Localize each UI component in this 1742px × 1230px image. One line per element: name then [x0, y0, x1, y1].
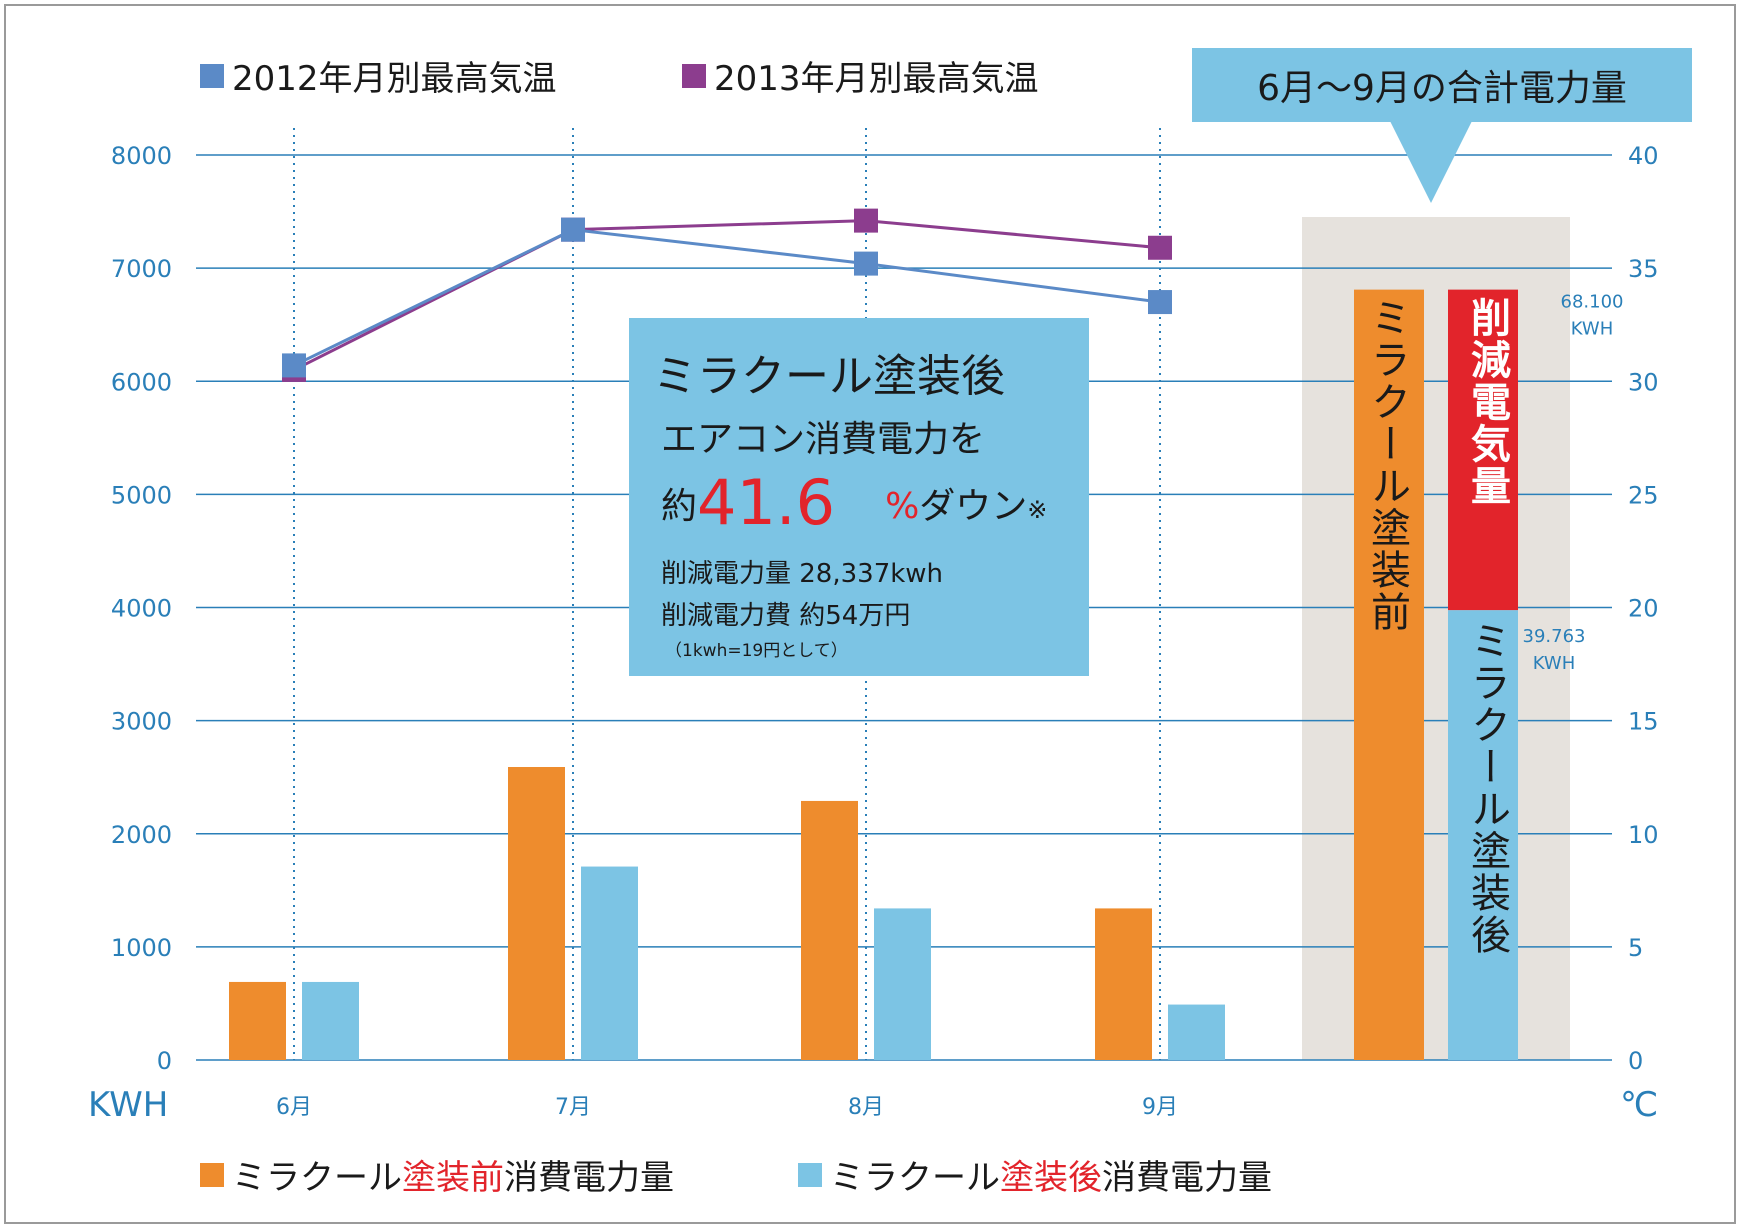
legend-swatch	[200, 64, 224, 88]
y2-tick-label: 0	[1628, 1047, 1643, 1075]
legend-label: ミラクール塗装後消費電力量	[830, 1158, 1272, 1198]
temperature-point	[854, 208, 878, 233]
callout-line6: （1kwh=19円として）	[665, 641, 848, 661]
callout-line1: ミラクール塗装後	[653, 351, 1005, 402]
callout-line5: 削減電力費 約54万円	[661, 601, 911, 631]
y2-tick-label: 25	[1628, 481, 1659, 509]
callout-line3: 約41.6 %ダウン※	[661, 466, 1047, 539]
temperature-point	[1148, 290, 1172, 315]
bar	[229, 981, 286, 1060]
bar	[581, 866, 638, 1060]
bar	[302, 981, 359, 1060]
total-bar-before	[1354, 289, 1424, 1060]
total-after-unit: KWH	[1533, 653, 1576, 674]
total-bar-after	[1448, 610, 1518, 1060]
total-panel-title: 6月～9月の合計電力量	[1257, 68, 1627, 109]
temperature-point	[282, 353, 306, 378]
legend-swatch	[798, 1163, 822, 1187]
callout-box: ミラクール塗装後 エアコン消費電力を 約41.6 %ダウン※ 削減電力量 28,3…	[629, 318, 1089, 676]
total-bar-before-label: ミラクール塗装前	[1364, 297, 1410, 633]
x-tick-label: 6月	[276, 1095, 312, 1120]
temperature-line	[293, 219, 1161, 372]
total-panel-header-pointer	[1390, 121, 1472, 203]
bar	[1168, 1004, 1225, 1060]
y2-tick-label: 35	[1628, 255, 1659, 283]
x-tick-label: 8月	[848, 1095, 884, 1120]
callout-note-mark: ※	[1027, 496, 1048, 524]
y-tick-label: 0	[157, 1047, 172, 1075]
y-tick-label: 2000	[111, 821, 172, 849]
bar	[801, 800, 858, 1060]
callout-approx: 約	[661, 486, 698, 527]
temperature-point	[561, 217, 585, 242]
y-axis-label: KWH	[88, 1085, 168, 1125]
total-before-unit: KWH	[1571, 319, 1614, 340]
y-tick-label: 4000	[111, 595, 172, 623]
y-tick-label: 5000	[111, 481, 172, 509]
temperature-point	[854, 251, 878, 276]
total-bar-reduction-label: 削減電気量	[1464, 297, 1510, 507]
temperature-line	[293, 228, 1161, 367]
y2-tick-label: 15	[1628, 708, 1659, 736]
callout-line4: 削減電力量 28,337kwh	[661, 559, 944, 589]
callout-line2: エアコン消費電力を	[661, 419, 986, 460]
y2-tick-label: 10	[1628, 821, 1659, 849]
legend-label: 2013年月別最高気温	[714, 59, 1039, 99]
y-tick-label: 6000	[111, 368, 172, 396]
y2-tick-label: 5	[1628, 934, 1643, 962]
y-tick-label: 3000	[111, 708, 172, 736]
y2-tick-label: 40	[1628, 142, 1659, 170]
y-tick-label: 7000	[111, 255, 172, 283]
bar	[508, 767, 565, 1060]
legend-label: ミラクール塗装前消費電力量	[232, 1158, 674, 1198]
total-panel-background	[1302, 217, 1570, 1060]
legend-swatch	[682, 64, 706, 88]
legend-swatch	[200, 1163, 224, 1187]
total-panel-header	[1192, 48, 1692, 122]
callout-down: ダウン	[919, 486, 1028, 527]
y2-axis-label: ℃	[1620, 1085, 1658, 1125]
y-tick-label: 8000	[111, 142, 172, 170]
total-after-value: 39.763	[1523, 626, 1586, 647]
x-tick-label: 7月	[555, 1095, 591, 1120]
y2-tick-label: 20	[1628, 595, 1659, 623]
bar	[1095, 908, 1152, 1060]
total-before-value: 68.100	[1561, 292, 1624, 313]
y2-tick-label: 30	[1628, 368, 1659, 396]
x-tick-label: 9月	[1142, 1095, 1178, 1120]
legend-label: 2012年月別最高気温	[232, 59, 557, 99]
total-bar-after-label: ミラクール塗装後	[1464, 620, 1510, 956]
callout-value: 41.6	[697, 466, 836, 539]
y-tick-label: 1000	[111, 934, 172, 962]
temperature-point	[1148, 235, 1172, 260]
bar	[874, 908, 931, 1060]
callout-percent: %	[885, 486, 920, 527]
total-bar-reduction	[1448, 289, 1518, 611]
